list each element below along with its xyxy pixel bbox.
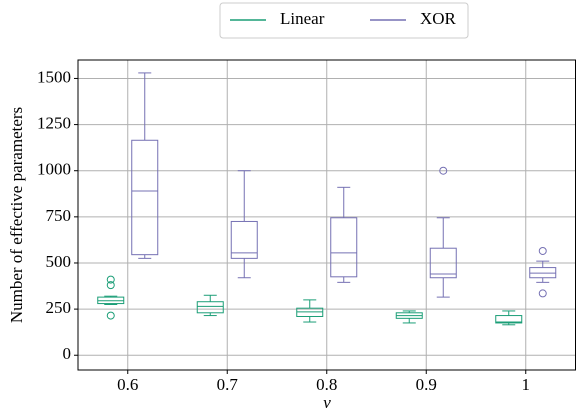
y-tick-label: 250 [46,298,72,317]
outlier [106,311,115,320]
x-tick-label: 0.9 [416,375,437,394]
y-tick-label: 1000 [37,160,71,179]
x-tick-label: 0.8 [316,375,337,394]
legend-box [219,2,469,39]
y-tick-label: 750 [46,206,72,225]
outlier [106,281,115,290]
box [131,139,159,256]
y-tick-label: 1250 [37,113,71,132]
y-axis-label: Number of effective parameters [7,107,26,323]
box [330,217,358,278]
x-tick-label: 0.6 [117,375,138,394]
box [495,315,523,324]
box [196,301,224,314]
y-tick-label: 0 [63,344,72,363]
x-axis-label: ν [323,393,331,412]
box [230,220,258,259]
outlier [439,166,448,175]
legend-label: XOR [420,9,457,28]
x-tick-label: 0.7 [217,375,239,394]
outlier [106,275,115,284]
legend-label: Linear [280,9,325,28]
box [429,247,457,279]
outlier [538,289,547,298]
x-tick-label: 1 [522,375,531,394]
y-tick-label: 500 [46,252,72,271]
outlier [538,246,547,255]
y-tick-label: 1500 [37,67,71,86]
